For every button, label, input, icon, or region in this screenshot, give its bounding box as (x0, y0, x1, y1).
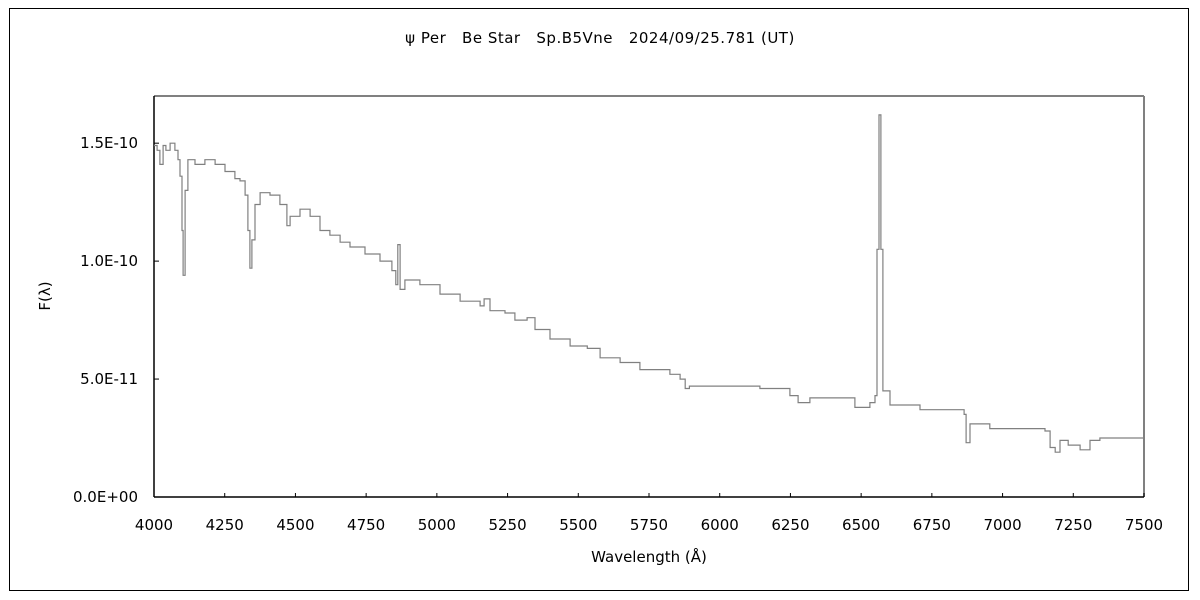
chart-border (9, 8, 1189, 591)
x-tick-label: 4750 (347, 516, 385, 534)
x-tick-label: 7500 (1125, 516, 1163, 534)
spectrum-line (154, 114, 1145, 453)
y-tick-label: 0.0E+00 (73, 488, 138, 506)
x-tick-label: 5000 (418, 516, 456, 534)
x-axis: 4000 4250 4500 4750 5000 5250 5500 5750 6000 6250… (135, 493, 1163, 534)
x-tick-label: 5750 (630, 516, 668, 534)
y-axis-label: F(λ) (36, 281, 54, 310)
x-tick-label: 6750 (913, 516, 951, 534)
x-tick-label: 7250 (1054, 516, 1092, 534)
y-tick-label: 1.0E-10 (80, 252, 138, 270)
y-axis: 0.0E+00 5.0E-11 1.0E-10 1.5E-10 (73, 134, 159, 506)
x-tick-label: 6000 (701, 516, 739, 534)
x-tick-label: 4500 (276, 516, 314, 534)
series-group (154, 114, 1145, 453)
y-tick-label: 1.5E-10 (80, 134, 138, 152)
x-tick-label: 6250 (771, 516, 809, 534)
x-tick-label: 6500 (842, 516, 880, 534)
x-tick-label: 5250 (488, 516, 526, 534)
x-tick-label: 4250 (206, 516, 244, 534)
y-tick-label: 5.0E-11 (80, 370, 138, 388)
chart-title: ψ Per Be Star Sp.B5Vne 2024/09/25.781 (U… (405, 29, 795, 47)
x-axis-label: Wavelength (Å) (591, 547, 707, 566)
x-tick-label: 4000 (135, 516, 173, 534)
x-tick-label: 7000 (983, 516, 1021, 534)
plot-frame (153, 95, 1145, 498)
x-tick-label: 5500 (559, 516, 597, 534)
